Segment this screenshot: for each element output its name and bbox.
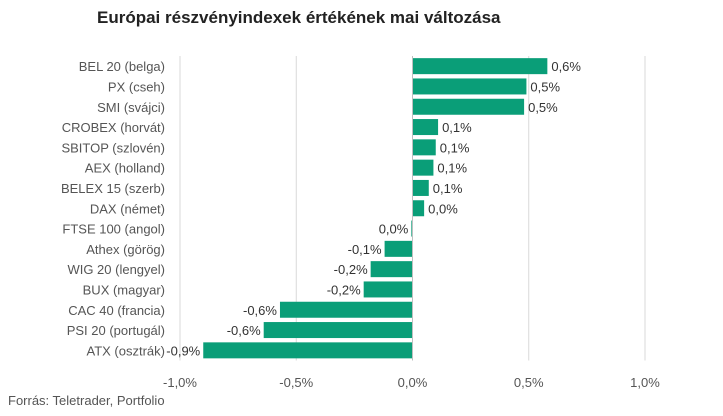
data-label: 0,1% xyxy=(437,161,467,176)
bar xyxy=(363,281,413,298)
x-tick-label: -1,0% xyxy=(163,375,197,390)
category-label: FTSE 100 (angol) xyxy=(62,222,165,237)
data-label: 0,5% xyxy=(528,100,558,115)
data-label: 0,0% xyxy=(428,201,458,216)
source-note: Forrás: Teletrader, Portfolio xyxy=(8,393,165,408)
bar xyxy=(412,179,429,196)
data-label: -0,6% xyxy=(243,303,277,318)
category-label: BEL 20 (belga) xyxy=(79,59,165,74)
x-tick-label: 0,5% xyxy=(514,375,544,390)
chart-title: Európai részvényindexek értékének mai vá… xyxy=(97,8,501,27)
data-label: -0,2% xyxy=(334,262,368,277)
bar xyxy=(279,301,413,318)
data-label: 0,0% xyxy=(379,222,409,237)
bar xyxy=(412,78,527,95)
data-label: 0,5% xyxy=(530,79,560,94)
bar xyxy=(412,139,436,156)
category-label: AEX (holland) xyxy=(85,161,165,176)
category-label: DAX (német) xyxy=(90,201,165,216)
bar xyxy=(412,58,548,75)
x-tick-label: 1,0% xyxy=(630,375,660,390)
category-label: ATX (osztrák) xyxy=(87,343,166,358)
data-label: -0,1% xyxy=(348,242,382,257)
category-label: SBITOP (szlovén) xyxy=(61,140,165,155)
x-tick-label: -0,5% xyxy=(279,375,313,390)
category-label: SMI (svájci) xyxy=(97,100,165,115)
bar xyxy=(263,322,413,339)
bar xyxy=(203,342,413,359)
bar xyxy=(412,200,425,217)
data-label: -0,6% xyxy=(227,323,261,338)
category-label: WIG 20 (lengyel) xyxy=(67,262,165,277)
data-label: -0,9% xyxy=(166,343,200,358)
data-label: 0,1% xyxy=(433,181,463,196)
category-label: Athex (görög) xyxy=(86,242,165,257)
bar xyxy=(412,119,439,136)
x-tick-label: 0,0% xyxy=(398,375,428,390)
category-label: CROBEX (horvát) xyxy=(62,120,165,135)
data-label: 0,1% xyxy=(440,140,470,155)
category-label: BUX (magyar) xyxy=(83,282,165,297)
data-label: 0,6% xyxy=(551,59,581,74)
category-label: PX (cseh) xyxy=(108,79,165,94)
category-label: BELEX 15 (szerb) xyxy=(61,181,165,196)
data-label: 0,1% xyxy=(442,120,472,135)
data-label: -0,2% xyxy=(327,282,361,297)
category-label: PSI 20 (portugál) xyxy=(67,323,165,338)
bar xyxy=(384,240,413,257)
bar xyxy=(370,261,413,278)
bar xyxy=(412,98,525,115)
bar xyxy=(412,159,434,176)
category-label: CAC 40 (francia) xyxy=(68,303,165,318)
bar xyxy=(411,220,413,237)
